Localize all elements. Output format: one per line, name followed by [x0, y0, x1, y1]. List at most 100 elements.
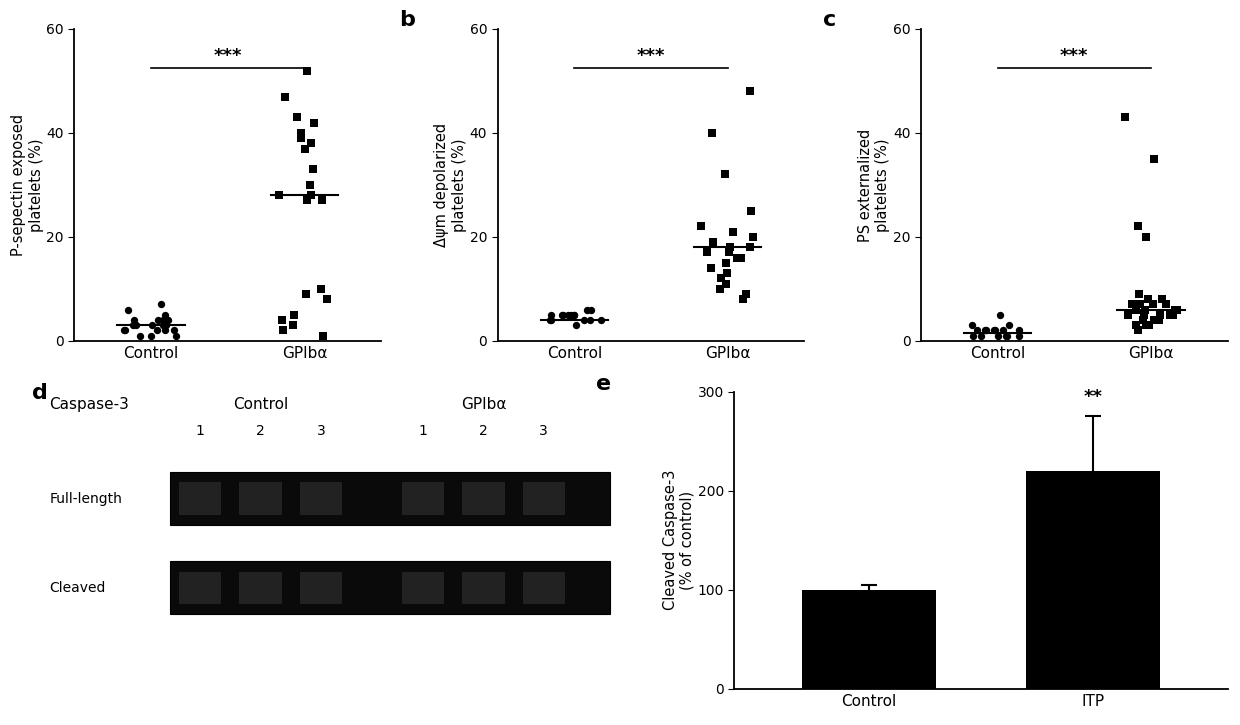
Bar — [170, 561, 610, 615]
Point — [723, 226, 743, 238]
Point — [1140, 320, 1159, 331]
Bar — [802, 589, 936, 689]
Point — [123, 320, 143, 331]
Text: c: c — [823, 10, 836, 30]
Text: b: b — [399, 10, 415, 30]
Text: 3: 3 — [316, 424, 325, 438]
Text: Control: Control — [233, 397, 288, 413]
Point — [1152, 294, 1172, 305]
Point — [715, 257, 735, 269]
Point — [1166, 304, 1185, 315]
Point — [124, 314, 144, 326]
Point — [582, 304, 601, 315]
Text: ***: *** — [637, 47, 665, 65]
Point — [732, 252, 751, 263]
Point — [166, 330, 186, 341]
Bar — [1025, 471, 1161, 689]
Point — [141, 330, 161, 341]
Point — [1118, 309, 1138, 320]
Y-axis label: Δψm depolarized
platelets (%): Δψm depolarized platelets (%) — [434, 123, 466, 247]
Point — [1136, 320, 1156, 331]
Point — [301, 189, 321, 201]
Point — [130, 330, 150, 341]
Point — [1122, 299, 1142, 310]
Point — [1138, 294, 1158, 305]
Point — [1151, 309, 1171, 320]
Point — [317, 294, 337, 305]
Text: 1: 1 — [196, 424, 205, 438]
Point — [148, 325, 167, 336]
Point — [1157, 299, 1177, 310]
Point — [1009, 330, 1029, 341]
Text: Full-length: Full-length — [50, 492, 123, 505]
Point — [698, 247, 718, 258]
Point — [291, 132, 311, 144]
Point — [1115, 112, 1135, 123]
Point — [564, 309, 584, 320]
Y-axis label: Cleaved Caspase-3
(% of control): Cleaved Caspase-3 (% of control) — [662, 470, 694, 610]
Point — [692, 220, 712, 232]
Text: GPIbα: GPIbα — [461, 397, 506, 413]
Point — [552, 309, 572, 320]
Point — [1127, 220, 1147, 232]
Text: 3: 3 — [539, 424, 548, 438]
Point — [164, 325, 184, 336]
Point — [558, 309, 578, 320]
Point — [1145, 314, 1164, 326]
Point — [590, 314, 610, 326]
Point — [703, 236, 723, 248]
Point — [301, 138, 321, 149]
Point — [1163, 309, 1183, 320]
Point — [717, 268, 737, 279]
Point — [296, 65, 316, 76]
Point — [988, 330, 1008, 341]
Text: ***: *** — [213, 47, 242, 65]
Text: **: ** — [1084, 389, 1102, 406]
Point — [284, 320, 304, 331]
Point — [1009, 325, 1029, 336]
Bar — [463, 482, 505, 515]
Y-axis label: PS externalized
platelets (%): PS externalized platelets (%) — [858, 128, 890, 241]
Point — [304, 117, 324, 128]
Point — [715, 169, 735, 181]
Y-axis label: P-sepectin exposed
platelets (%): P-sepectin exposed platelets (%) — [11, 114, 43, 256]
Bar — [180, 482, 222, 515]
Point — [740, 86, 760, 97]
Point — [976, 325, 996, 336]
Point — [272, 314, 291, 326]
Bar — [180, 571, 222, 604]
Point — [999, 320, 1019, 331]
Point — [577, 304, 596, 315]
Point — [1143, 299, 1163, 310]
Point — [114, 325, 134, 336]
Point — [702, 262, 722, 274]
Point — [312, 330, 332, 341]
Point — [976, 325, 996, 336]
Point — [1149, 314, 1169, 326]
Bar — [170, 472, 610, 525]
Point — [119, 304, 139, 315]
Point — [1128, 325, 1148, 336]
Point — [151, 299, 171, 310]
Point — [743, 231, 763, 243]
Bar — [300, 571, 342, 604]
Point — [288, 112, 308, 123]
Point — [1133, 314, 1153, 326]
Text: Cleaved: Cleaved — [50, 581, 105, 594]
Point — [1126, 304, 1146, 315]
Point — [962, 320, 982, 331]
Point — [153, 314, 172, 326]
Point — [717, 278, 737, 289]
Point — [574, 314, 594, 326]
Point — [996, 330, 1016, 341]
Point — [312, 195, 332, 207]
Bar — [523, 571, 565, 604]
Point — [740, 241, 760, 253]
Point — [311, 283, 331, 294]
Point — [541, 314, 560, 326]
Text: Caspase-3: Caspase-3 — [50, 397, 129, 413]
Point — [1161, 309, 1180, 320]
Point — [1145, 153, 1164, 165]
Point — [295, 143, 315, 154]
Text: ***: *** — [1060, 47, 1089, 65]
